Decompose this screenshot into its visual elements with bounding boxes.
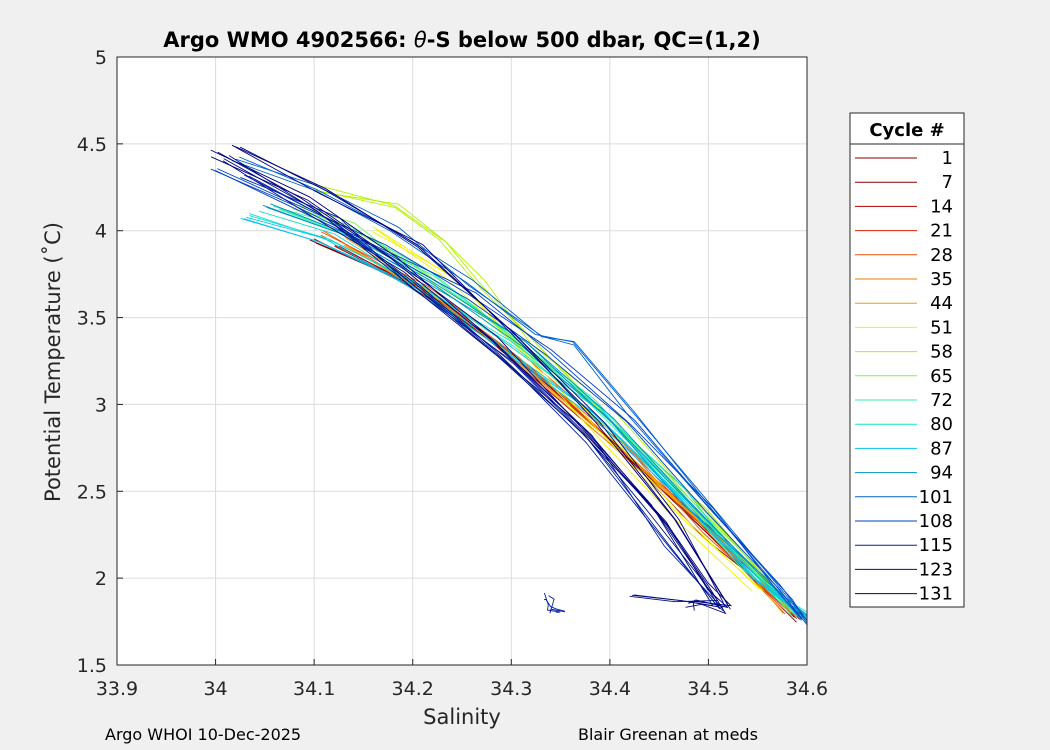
- profile-line: [215, 169, 803, 620]
- profile-line: [217, 168, 808, 621]
- y-tick-label: 1.5: [77, 655, 107, 677]
- x-tick-label: 34.3: [490, 678, 532, 700]
- y-tick-label: 2.5: [77, 481, 107, 503]
- y-axis-label: Potential Temperature (˚C): [41, 222, 65, 502]
- profile-line: [222, 160, 720, 608]
- legend-title: Cycle #: [869, 120, 944, 141]
- y-tick-label: 3.5: [77, 308, 107, 330]
- y-tick-label: 2: [95, 568, 107, 590]
- profile-line: [246, 216, 808, 619]
- profile-line: [231, 144, 729, 605]
- x-tick-label: 34.4: [589, 678, 631, 700]
- footer-left: Argo WHOI 10-Dec-2025: [105, 725, 302, 744]
- plot-area: [117, 57, 807, 665]
- profile-line: [548, 595, 566, 614]
- legend-label: 115: [919, 535, 953, 556]
- legend-label: 65: [930, 366, 953, 387]
- profile-line: [294, 206, 793, 618]
- profile-line: [235, 158, 808, 624]
- legend-label: 94: [930, 463, 953, 484]
- x-tick-label: 34.2: [392, 678, 434, 700]
- profile-line: [244, 174, 726, 610]
- legend-label: 72: [930, 390, 953, 411]
- profile-line: [372, 226, 760, 590]
- legend-label: 35: [930, 269, 953, 290]
- legend: Cycle # 1 7 14 21 28 35 44 51 58 65 72 80 87 94 101 108…: [849, 112, 965, 608]
- legend-label: 101: [919, 487, 953, 508]
- legend-box: [849, 112, 965, 608]
- profile-line: [543, 598, 565, 612]
- x-tick-label: 34: [203, 678, 227, 700]
- x-tick-label: 33.9: [96, 678, 138, 700]
- y-tick-label: 5: [95, 47, 107, 69]
- legend-label: 51: [930, 317, 953, 338]
- profile-line: [235, 146, 731, 610]
- x-axis-label: Salinity: [423, 705, 501, 729]
- profile-line: [345, 237, 792, 613]
- x-tick-label: 34.5: [687, 678, 729, 700]
- footer-right: Blair Greenan at meds: [578, 725, 758, 744]
- legend-label: 1: [942, 148, 953, 169]
- profile-line: [217, 151, 729, 608]
- y-tick-label: 4.5: [77, 134, 107, 156]
- x-tick-label: 34.1: [293, 678, 335, 700]
- legend-label: 108: [919, 511, 953, 532]
- profile-line: [240, 217, 808, 618]
- profile-line: [270, 203, 808, 616]
- chart-title: Argo WMO 4902566: θ-S below 500 dbar, QC…: [163, 28, 760, 52]
- legend-label: 87: [930, 438, 953, 459]
- legend-label: 123: [919, 559, 953, 580]
- legend-label: 7: [942, 172, 953, 193]
- profile-lines: [210, 144, 808, 626]
- profile-line: [243, 218, 808, 619]
- y-tick-label: 4: [95, 221, 107, 243]
- legend-label: 131: [919, 584, 953, 605]
- y-tick-label: 3: [95, 394, 107, 416]
- profile-line: [210, 168, 803, 620]
- x-tick-label: 34.6: [786, 678, 828, 700]
- axes-frame: [116, 56, 808, 666]
- legend-label: 21: [930, 221, 953, 242]
- legend-label: 28: [930, 245, 953, 266]
- axis-ticks: 33.9 34 34.1 34.2 34.3 34.4 34.5 34.6 1.5 2 2.5 3 3.…: [77, 47, 828, 700]
- legend-label: 80: [930, 414, 953, 435]
- legend-label: 14: [930, 196, 953, 217]
- legend-label: 58: [930, 342, 953, 363]
- legend-label: 44: [930, 293, 953, 314]
